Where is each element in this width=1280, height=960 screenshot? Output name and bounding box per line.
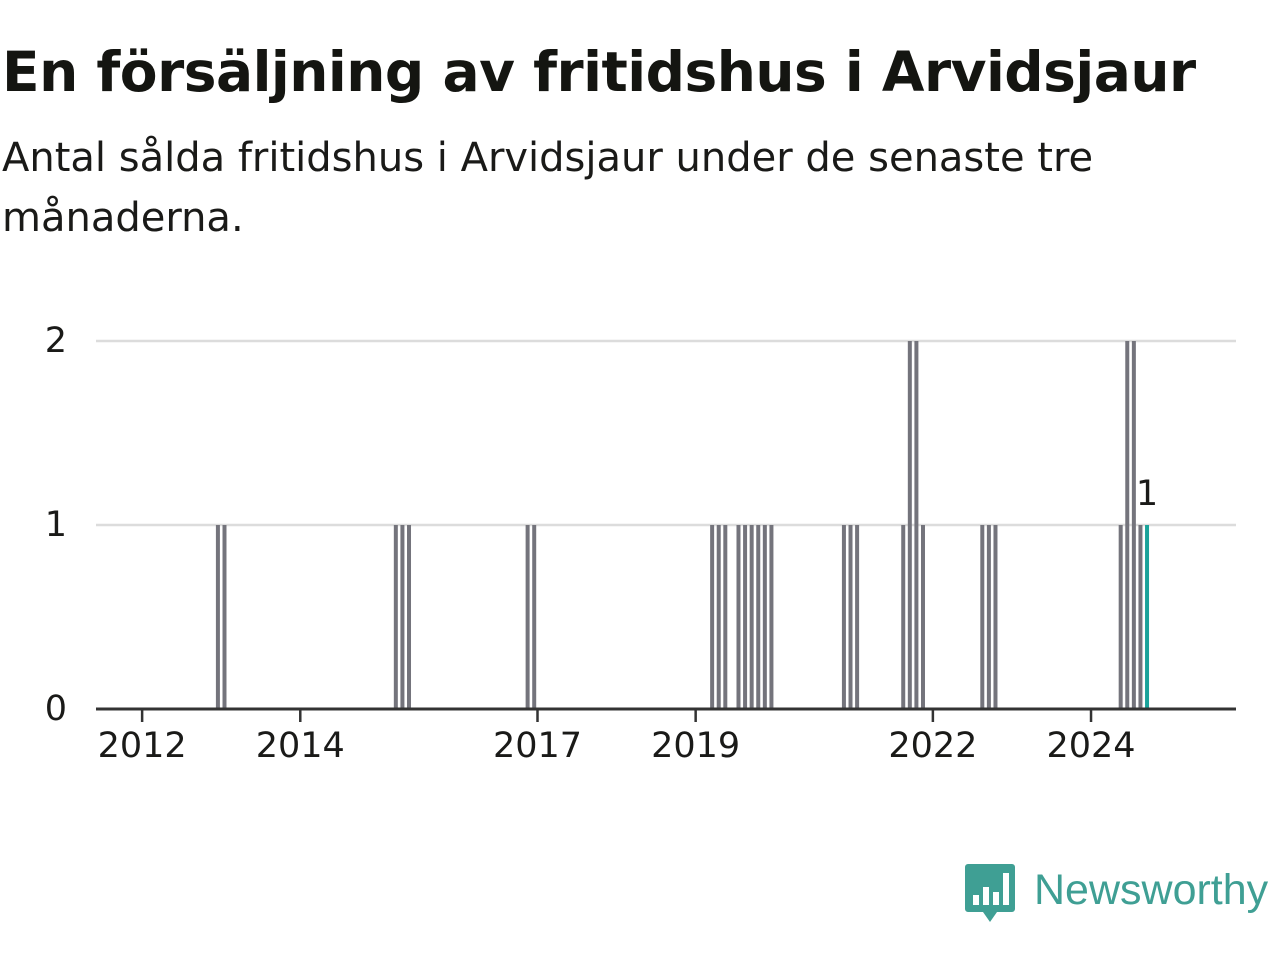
bar bbox=[920, 525, 925, 709]
bar bbox=[907, 341, 912, 709]
bar bbox=[986, 525, 991, 709]
bar bbox=[993, 525, 998, 709]
chart-subtitle: Antal sålda fritidshus i Arvidsjaur unde… bbox=[2, 135, 1094, 241]
bar bbox=[980, 525, 985, 709]
bar bbox=[723, 525, 728, 709]
chart-title: En försäljning av fritidshus i Arvidsjau… bbox=[2, 40, 1196, 104]
bar bbox=[743, 525, 748, 709]
bar bbox=[749, 525, 754, 709]
bar bbox=[1125, 341, 1130, 709]
x-tick-label: 2022 bbox=[888, 726, 977, 766]
bar bbox=[1118, 525, 1123, 709]
bar bbox=[407, 525, 412, 709]
bar bbox=[710, 525, 715, 709]
bar bbox=[841, 525, 846, 709]
bar bbox=[716, 525, 721, 709]
bar bbox=[215, 525, 220, 709]
y-tick-label: 2 bbox=[45, 321, 67, 361]
brand-logo[interactable]: Newsworthy bbox=[964, 862, 1268, 926]
data-label: 1 bbox=[1136, 474, 1158, 514]
x-tick-label: 2014 bbox=[256, 726, 345, 766]
brand-name: Newsworthy bbox=[1034, 866, 1269, 914]
bar-chart: 0 1 2 2012 2014 2017 2019 2022 2024 1 bbox=[45, 321, 1236, 766]
data-labels: 1 bbox=[1133, 471, 1161, 517]
bar bbox=[762, 525, 767, 709]
bar bbox=[532, 525, 537, 709]
x-tick-label: 2017 bbox=[493, 726, 582, 766]
newsworthy-logo-icon bbox=[965, 864, 1015, 922]
bar bbox=[756, 525, 761, 709]
y-tick-label: 0 bbox=[45, 689, 67, 729]
bar bbox=[525, 525, 530, 709]
bar bbox=[222, 525, 227, 709]
bar bbox=[914, 341, 919, 709]
y-tick-label: 1 bbox=[45, 505, 67, 545]
x-tick-label: 2024 bbox=[1046, 726, 1135, 766]
bar bbox=[393, 525, 398, 709]
bar bbox=[901, 525, 906, 709]
x-tick-label: 2019 bbox=[651, 726, 740, 766]
x-axis: 2012 2014 2017 2019 2022 2024 bbox=[96, 707, 1236, 766]
bar bbox=[1138, 525, 1143, 709]
x-tick-label: 2012 bbox=[98, 726, 187, 766]
bars bbox=[215, 341, 1150, 709]
bar bbox=[848, 525, 853, 709]
bar bbox=[400, 525, 405, 709]
bar bbox=[855, 525, 860, 709]
y-axis: 0 1 2 bbox=[45, 321, 67, 729]
bar bbox=[1145, 525, 1150, 709]
bar bbox=[769, 525, 774, 709]
bar bbox=[736, 525, 741, 709]
grid-lines bbox=[96, 339, 1236, 527]
bar bbox=[1131, 341, 1136, 709]
